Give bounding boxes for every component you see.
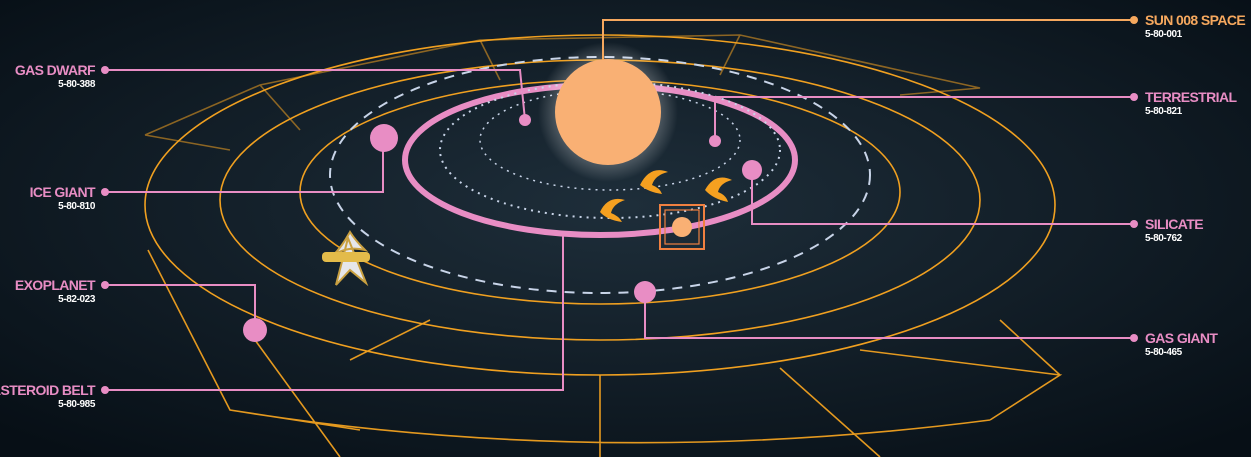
label-code: 5-80-762 bbox=[1145, 233, 1183, 244]
label-code: 5-80-001 bbox=[1145, 29, 1183, 40]
delta-badge bbox=[322, 230, 370, 287]
orbit bbox=[329, 56, 871, 294]
label-name: EXOPLANET bbox=[15, 277, 96, 293]
label-name: GAS GIANT bbox=[1145, 330, 1218, 346]
label-name: ICE GIANT bbox=[30, 184, 96, 200]
grid-back bbox=[144, 34, 981, 151]
sun bbox=[555, 59, 661, 165]
label-name: SILICATE bbox=[1145, 216, 1203, 232]
labels-left: GAS DWARF 5-80-388 ICE GIANT 5-80-810 EX… bbox=[0, 62, 97, 410]
orbit bbox=[479, 89, 741, 191]
label-name: SUN 008 SPACE bbox=[1145, 12, 1245, 28]
label-code: 5-82-023 bbox=[58, 294, 96, 305]
ships bbox=[600, 170, 732, 222]
target bbox=[659, 204, 705, 250]
grid-sectors bbox=[147, 249, 1063, 457]
labels-right: SUN 008 SPACE 5-80-001 TERRESTRIAL 5-80-… bbox=[1145, 12, 1246, 358]
label-name: ASTEROID BELT bbox=[0, 382, 96, 398]
label-name: TERRESTRIAL bbox=[1145, 89, 1237, 105]
label-code: 5-80-821 bbox=[1145, 106, 1183, 117]
orbit bbox=[439, 81, 781, 219]
label-code: 5-80-985 bbox=[58, 399, 96, 410]
label-code: 5-80-810 bbox=[58, 201, 96, 212]
connectors bbox=[101, 16, 1138, 394]
label-code: 5-80-465 bbox=[1145, 347, 1183, 358]
label-name: GAS DWARF bbox=[15, 62, 96, 78]
label-code: 5-80-388 bbox=[58, 79, 96, 90]
